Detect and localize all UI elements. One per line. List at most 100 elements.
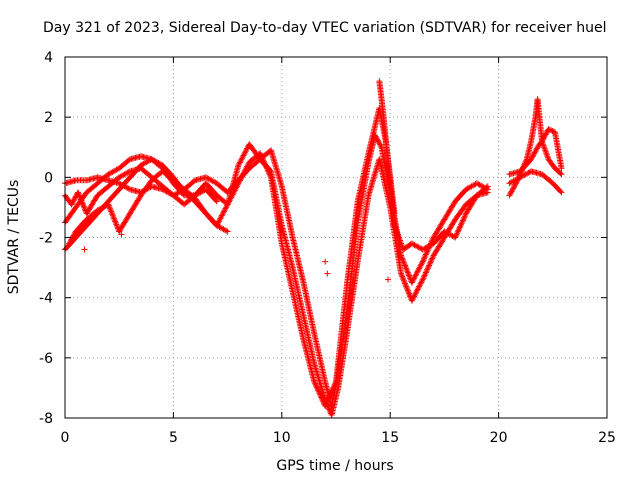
data-point bbox=[217, 215, 224, 222]
data-point bbox=[75, 189, 81, 196]
x-tick-label: 20 bbox=[490, 430, 508, 446]
data-point bbox=[221, 208, 227, 215]
data-point bbox=[327, 391, 334, 398]
data-point bbox=[456, 224, 463, 231]
data-point bbox=[76, 193, 83, 200]
data-point bbox=[213, 222, 220, 229]
data-point bbox=[484, 189, 491, 196]
data-point bbox=[259, 155, 266, 162]
data-point bbox=[266, 170, 272, 177]
data-point bbox=[402, 262, 408, 269]
data-point bbox=[429, 255, 436, 262]
data-point bbox=[542, 131, 549, 138]
data-point bbox=[484, 183, 491, 190]
data-point bbox=[409, 296, 416, 303]
data-point bbox=[398, 270, 404, 277]
x-tick-label: 25 bbox=[598, 430, 616, 446]
data-point bbox=[71, 196, 78, 203]
data-point bbox=[325, 405, 332, 412]
data-point bbox=[318, 394, 325, 401]
y-axis-label: SDTVAR / TECUs bbox=[6, 180, 22, 295]
data-point bbox=[456, 226, 463, 232]
data-point bbox=[422, 252, 429, 259]
data-point bbox=[319, 395, 325, 402]
data-point bbox=[406, 272, 412, 279]
data-point bbox=[418, 261, 425, 268]
data-point bbox=[267, 172, 274, 179]
data-point bbox=[263, 164, 270, 171]
data-point bbox=[70, 232, 77, 239]
data-point bbox=[80, 203, 87, 210]
data-point bbox=[242, 166, 249, 173]
data-point bbox=[214, 221, 221, 228]
data-point bbox=[332, 380, 339, 387]
data-point bbox=[419, 276, 426, 283]
data-point bbox=[421, 255, 427, 262]
data-point bbox=[77, 196, 84, 203]
data-point bbox=[422, 251, 429, 258]
data-point bbox=[558, 189, 565, 196]
y-tick-label: 2 bbox=[44, 110, 53, 126]
y-tick-label: -2 bbox=[39, 231, 53, 247]
data-point bbox=[558, 165, 565, 172]
data-point bbox=[400, 276, 407, 283]
data-point bbox=[315, 387, 322, 394]
data-point bbox=[453, 231, 460, 238]
data-point bbox=[403, 266, 410, 273]
data-point bbox=[532, 148, 539, 155]
data-point bbox=[81, 246, 88, 253]
data-point bbox=[541, 132, 548, 139]
data-point bbox=[458, 220, 465, 227]
data-point bbox=[226, 197, 233, 204]
data-point bbox=[406, 290, 412, 297]
data-point bbox=[317, 393, 324, 400]
data-point bbox=[404, 286, 411, 293]
data-point bbox=[220, 209, 227, 216]
data-point bbox=[239, 155, 246, 162]
data-point bbox=[412, 290, 419, 297]
data-point bbox=[455, 227, 462, 234]
data-point bbox=[510, 184, 517, 191]
x-tick-label: 15 bbox=[381, 430, 399, 446]
data-point bbox=[68, 236, 75, 243]
y-tick-label: -4 bbox=[39, 291, 53, 307]
data-point bbox=[539, 136, 546, 143]
data-point bbox=[511, 183, 518, 189]
data-point bbox=[428, 258, 434, 265]
data-point bbox=[385, 276, 391, 283]
data-point bbox=[312, 381, 319, 388]
data-point bbox=[233, 184, 240, 191]
data-point bbox=[113, 221, 120, 228]
data-point bbox=[265, 168, 272, 175]
data-point bbox=[419, 278, 425, 284]
data-point bbox=[408, 279, 415, 286]
data-point bbox=[328, 388, 335, 395]
data-point bbox=[331, 383, 338, 390]
data-point bbox=[507, 191, 514, 197]
data-point bbox=[424, 266, 431, 273]
data-point bbox=[412, 272, 419, 279]
data-point bbox=[240, 152, 247, 159]
x-tick-label: 5 bbox=[169, 430, 178, 446]
data-point bbox=[421, 273, 427, 280]
grid bbox=[65, 57, 607, 418]
data-point bbox=[427, 259, 434, 266]
data-point bbox=[529, 153, 536, 160]
data-point bbox=[459, 217, 466, 224]
data-point bbox=[224, 201, 231, 208]
data-point bbox=[324, 397, 331, 404]
data-point bbox=[329, 387, 336, 394]
x-axis-label: GPS time / hours bbox=[276, 458, 393, 474]
data-point bbox=[240, 170, 247, 177]
data-point bbox=[417, 262, 424, 269]
data-point bbox=[377, 142, 384, 149]
data-point bbox=[423, 250, 430, 257]
data-point bbox=[411, 274, 418, 280]
data-point bbox=[259, 154, 265, 161]
data-point bbox=[239, 153, 246, 160]
data-point bbox=[266, 171, 273, 178]
data-point bbox=[421, 254, 428, 261]
data-point bbox=[67, 237, 74, 244]
data-point bbox=[549, 128, 556, 134]
y-tick-label: 0 bbox=[44, 170, 53, 186]
